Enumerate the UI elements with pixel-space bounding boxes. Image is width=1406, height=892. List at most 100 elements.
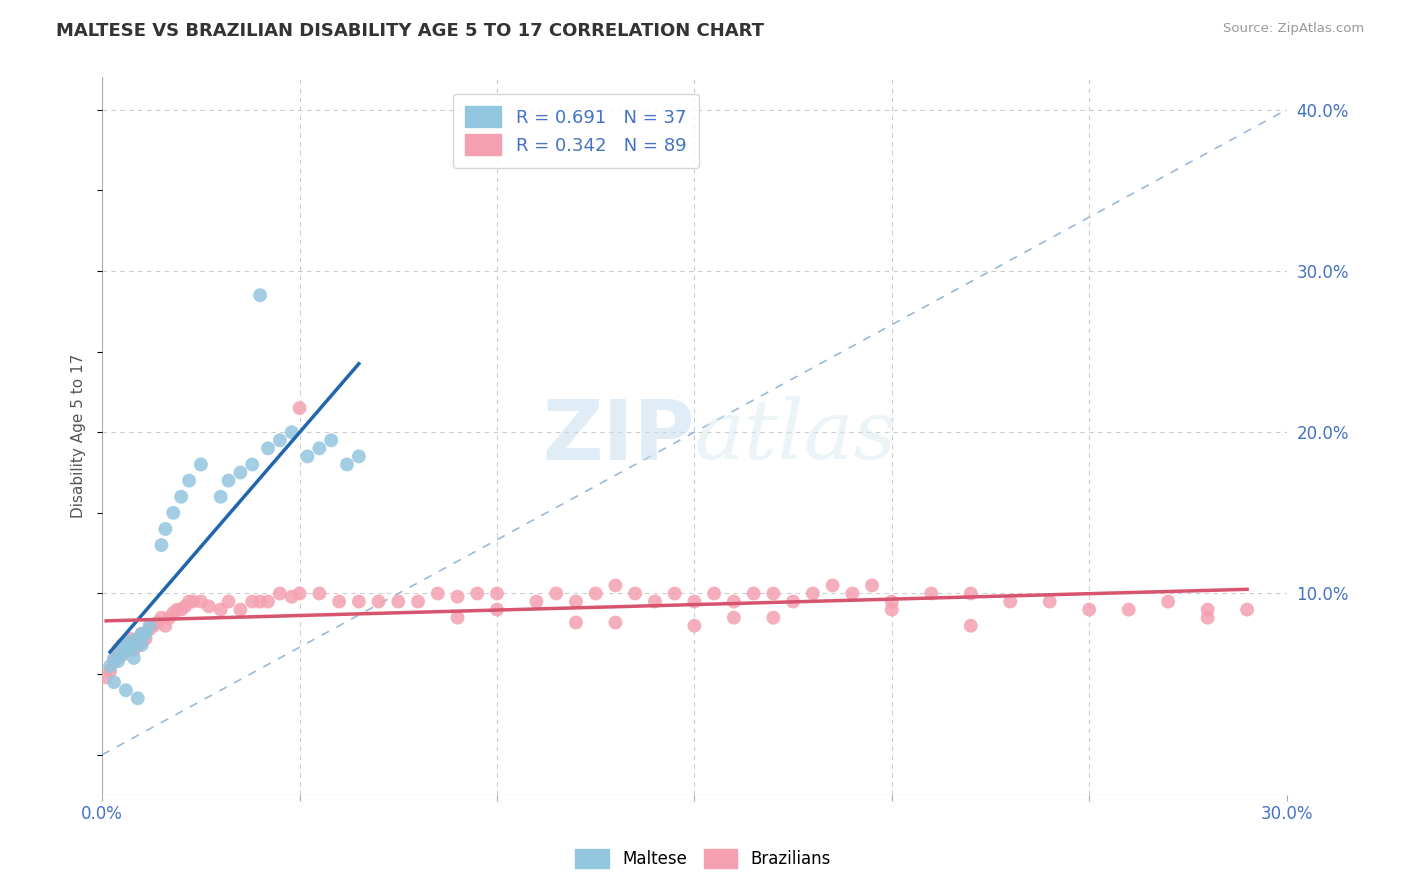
Point — [367, 594, 389, 608]
Point — [218, 474, 240, 488]
Point — [880, 602, 903, 616]
Point — [297, 450, 319, 464]
Point — [269, 434, 291, 448]
Point — [107, 643, 129, 657]
Point — [347, 450, 370, 464]
Point — [288, 586, 311, 600]
Point — [131, 627, 153, 641]
Point — [118, 635, 141, 649]
Point — [605, 615, 627, 630]
Point — [177, 474, 200, 488]
Point — [1197, 602, 1219, 616]
Point — [1197, 610, 1219, 624]
Point — [115, 635, 138, 649]
Point — [269, 586, 291, 600]
Point — [406, 594, 429, 608]
Point — [387, 594, 409, 608]
Point — [150, 538, 173, 552]
Point — [157, 610, 180, 624]
Point — [880, 594, 903, 608]
Point — [103, 675, 125, 690]
Point — [801, 586, 824, 600]
Point — [959, 586, 981, 600]
Y-axis label: Disability Age 5 to 17: Disability Age 5 to 17 — [72, 354, 86, 518]
Point — [585, 586, 607, 600]
Point — [127, 691, 149, 706]
Point — [446, 590, 468, 604]
Point — [308, 442, 330, 456]
Point — [142, 618, 165, 632]
Point — [135, 627, 157, 641]
Point — [920, 586, 942, 600]
Point — [644, 594, 666, 608]
Point — [249, 288, 271, 302]
Point — [565, 594, 588, 608]
Point — [166, 602, 188, 616]
Point — [138, 618, 160, 632]
Point — [107, 654, 129, 668]
Point — [723, 610, 745, 624]
Point — [170, 602, 193, 616]
Point — [683, 594, 706, 608]
Point — [118, 638, 141, 652]
Point — [465, 586, 488, 600]
Point — [131, 627, 153, 641]
Point — [742, 586, 765, 600]
Point — [115, 638, 138, 652]
Point — [1039, 594, 1062, 608]
Point — [565, 615, 588, 630]
Point — [347, 594, 370, 608]
Point — [683, 618, 706, 632]
Point — [177, 594, 200, 608]
Point — [605, 578, 627, 592]
Point — [782, 594, 804, 608]
Point — [280, 590, 302, 604]
Point — [240, 458, 263, 472]
Point — [174, 599, 197, 614]
Point — [218, 594, 240, 608]
Point — [98, 659, 121, 673]
Point — [181, 594, 204, 608]
Point — [1078, 602, 1101, 616]
Point — [257, 442, 280, 456]
Point — [624, 586, 647, 600]
Point — [190, 458, 212, 472]
Point — [1118, 602, 1140, 616]
Point — [155, 522, 177, 536]
Point — [240, 594, 263, 608]
Point — [959, 618, 981, 632]
Point — [229, 602, 252, 616]
Point — [198, 599, 221, 614]
Point — [288, 401, 311, 415]
Point — [115, 683, 138, 698]
Point — [762, 586, 785, 600]
Text: MALTESE VS BRAZILIAN DISABILITY AGE 5 TO 17 CORRELATION CHART: MALTESE VS BRAZILIAN DISABILITY AGE 5 TO… — [56, 22, 765, 40]
Point — [122, 635, 145, 649]
Point — [98, 664, 121, 678]
Point — [107, 651, 129, 665]
Point — [485, 602, 508, 616]
Point — [138, 622, 160, 636]
Point — [860, 578, 883, 592]
Legend: R = 0.691   N = 37, R = 0.342   N = 89: R = 0.691 N = 37, R = 0.342 N = 89 — [453, 94, 699, 168]
Text: atlas: atlas — [695, 396, 897, 476]
Point — [446, 610, 468, 624]
Point — [122, 651, 145, 665]
Point — [723, 594, 745, 608]
Point — [122, 638, 145, 652]
Point — [426, 586, 449, 600]
Point — [127, 638, 149, 652]
Legend: Maltese, Brazilians: Maltese, Brazilians — [568, 842, 838, 875]
Point — [280, 425, 302, 440]
Point — [127, 632, 149, 646]
Point — [131, 638, 153, 652]
Point — [308, 586, 330, 600]
Point — [209, 490, 232, 504]
Point — [115, 643, 138, 657]
Point — [321, 434, 343, 448]
Point — [135, 632, 157, 646]
Point — [209, 602, 232, 616]
Point — [257, 594, 280, 608]
Point — [122, 643, 145, 657]
Point — [118, 643, 141, 657]
